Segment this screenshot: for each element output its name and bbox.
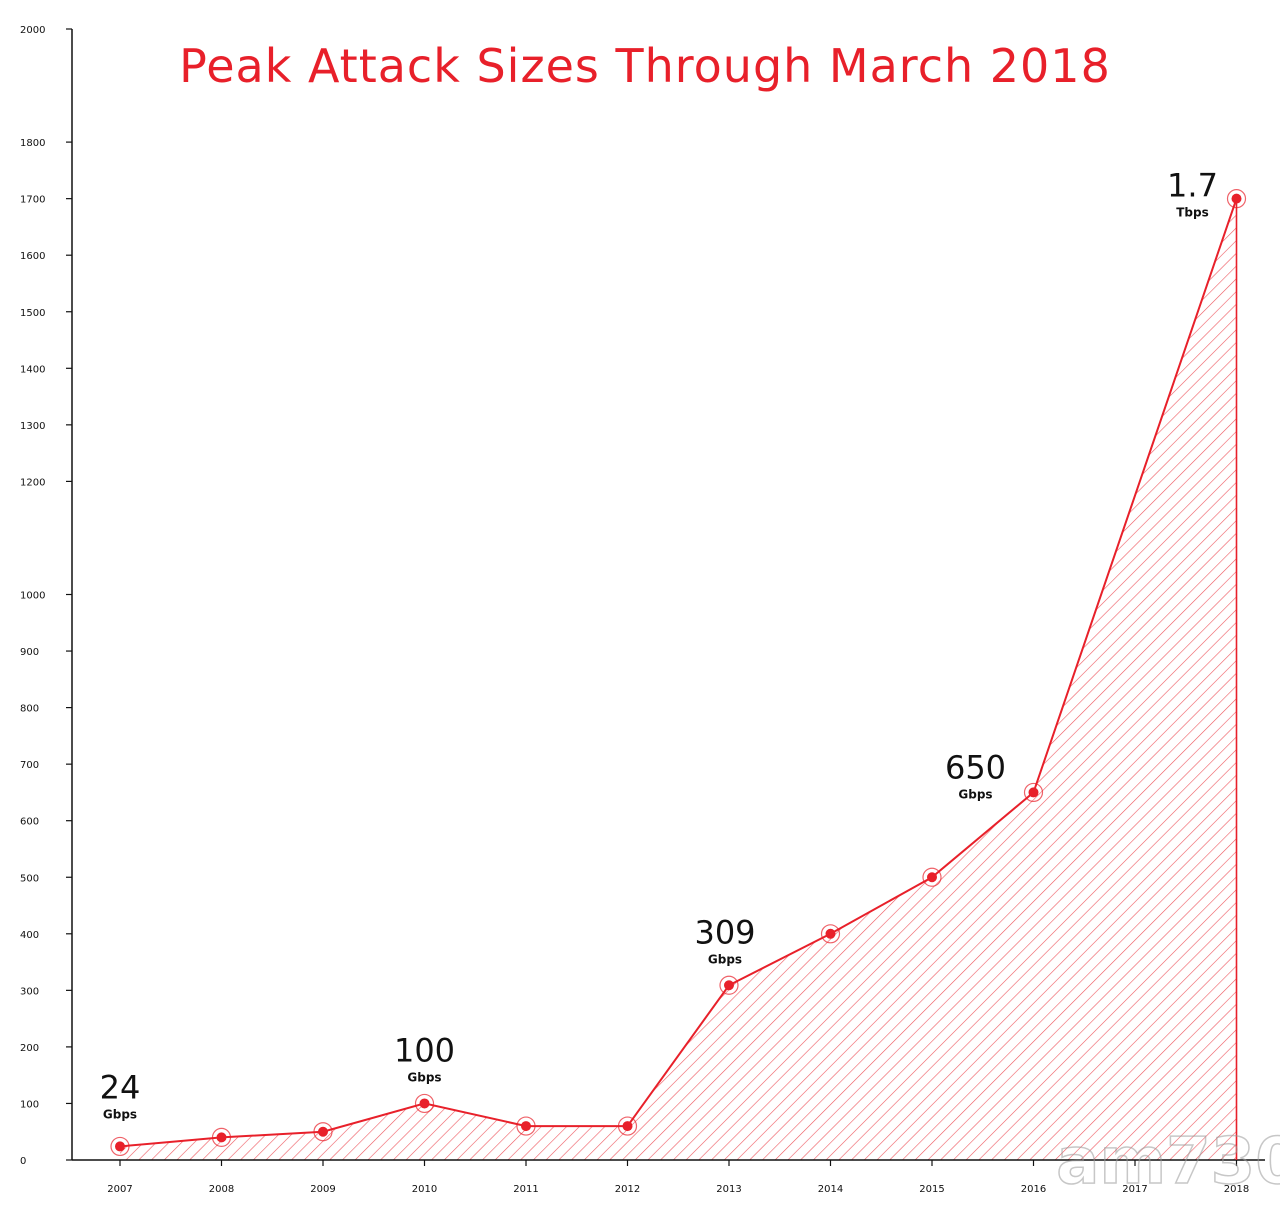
x-tick-label: 2015 xyxy=(919,1184,944,1195)
watermark-logo: am730 xyxy=(1056,1125,1280,1199)
callout-unit: Gbps xyxy=(958,787,992,801)
data-point xyxy=(115,1141,125,1152)
data-point xyxy=(1231,193,1242,204)
y-tick-label: 800 xyxy=(20,704,39,715)
y-tick-label: 1800 xyxy=(20,138,45,149)
x-tick-label: 2009 xyxy=(310,1184,335,1195)
data-point xyxy=(318,1126,328,1137)
chart-title: Peak Attack Sizes Through March 2018 xyxy=(179,39,1111,93)
callout-value: 1.7 xyxy=(1167,167,1218,205)
x-tick-label: 2007 xyxy=(107,1184,132,1195)
y-tick-label: 400 xyxy=(20,930,39,941)
x-tick-label: 2016 xyxy=(1021,1184,1046,1195)
data-point-ring xyxy=(1023,782,1044,803)
x-tick-label: 2010 xyxy=(412,1184,437,1195)
y-tick-label: 700 xyxy=(20,760,39,771)
data-point-ring xyxy=(211,1127,232,1147)
text-layer: Peak Attack Sizes Through March 2018 am7… xyxy=(20,25,1280,1200)
x-tick-label: 2014 xyxy=(818,1184,843,1195)
points-layer xyxy=(110,189,1247,1157)
y-tick-label: 1600 xyxy=(20,251,45,262)
x-tick-label: 2013 xyxy=(716,1184,741,1195)
callout-value: 650 xyxy=(945,748,1006,786)
y-tick-label: 500 xyxy=(20,873,39,884)
data-point-ring xyxy=(313,1122,333,1142)
x-tick-label: 2017 xyxy=(1122,1184,1147,1195)
y-tick-label: 1300 xyxy=(20,421,45,432)
y-tick-label: 600 xyxy=(20,817,39,828)
callout-unit: Gbps xyxy=(103,1107,137,1121)
data-point xyxy=(622,1121,633,1132)
data-point xyxy=(927,872,937,883)
y-tick-label: 1500 xyxy=(20,308,45,319)
x-tick-label: 2011 xyxy=(513,1184,538,1195)
data-point-ring xyxy=(617,1116,638,1136)
y-tick-label: 100 xyxy=(20,1099,39,1110)
y-tick-label: 1700 xyxy=(20,195,45,206)
data-point-ring xyxy=(516,1116,536,1136)
x-tick-label: 2008 xyxy=(209,1184,234,1195)
data-point xyxy=(521,1121,531,1132)
data-point xyxy=(419,1098,430,1109)
y-tick-label: 1000 xyxy=(20,591,45,602)
data-point xyxy=(216,1132,227,1143)
callout-value: 24 xyxy=(100,1068,141,1106)
x-tick-label: 2018 xyxy=(1224,1184,1249,1195)
data-point-ring xyxy=(414,1093,435,1114)
callout-unit: Gbps xyxy=(708,952,742,966)
y-tick-label: 2000 xyxy=(20,25,45,36)
data-point-ring xyxy=(719,975,739,995)
data-point xyxy=(825,928,836,939)
callout-unit: Tbps xyxy=(1176,206,1209,220)
data-point-ring xyxy=(820,924,841,944)
callout-value: 100 xyxy=(394,1031,455,1069)
callout-value: 309 xyxy=(694,913,755,951)
y-tick-label: 0 xyxy=(20,1156,26,1167)
x-tick-label: 2012 xyxy=(615,1184,640,1195)
data-point-ring xyxy=(922,867,942,887)
callout-unit: Gbps xyxy=(407,1070,441,1084)
data-point-ring xyxy=(110,1136,130,1157)
y-tick-label: 900 xyxy=(20,647,39,658)
axes-layer xyxy=(66,28,1265,1166)
data-point-ring xyxy=(1226,189,1247,209)
y-tick-label: 1400 xyxy=(20,364,45,375)
area-layer xyxy=(120,198,1237,1160)
y-tick-label: 1200 xyxy=(20,477,45,488)
data-point xyxy=(724,980,734,991)
y-tick-label: 300 xyxy=(20,986,39,997)
area-fill xyxy=(120,198,1237,1160)
y-tick-label: 200 xyxy=(20,1043,39,1054)
data-point xyxy=(1028,787,1039,798)
